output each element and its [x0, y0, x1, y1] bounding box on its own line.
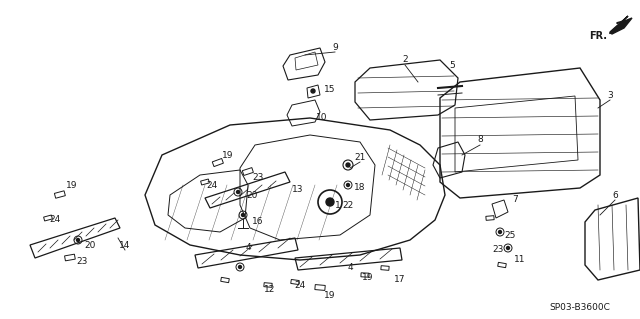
- Text: 21: 21: [355, 153, 365, 162]
- Text: 19: 19: [67, 181, 77, 189]
- Text: 20: 20: [246, 190, 258, 199]
- Text: 1: 1: [335, 201, 341, 210]
- Text: 19: 19: [362, 273, 374, 283]
- Text: 10: 10: [316, 114, 328, 122]
- Circle shape: [311, 89, 315, 93]
- Text: 16: 16: [252, 218, 264, 226]
- Text: 15: 15: [324, 85, 336, 94]
- Text: 3: 3: [607, 91, 613, 100]
- Circle shape: [346, 163, 350, 167]
- Text: 24: 24: [206, 181, 218, 189]
- Text: 17: 17: [394, 276, 406, 285]
- Text: 19: 19: [324, 291, 336, 300]
- Text: 14: 14: [119, 241, 131, 249]
- Text: 23: 23: [76, 257, 88, 266]
- Circle shape: [77, 239, 79, 241]
- Text: SP03-B3600C: SP03-B3600C: [550, 303, 611, 313]
- Circle shape: [237, 190, 239, 194]
- Text: 4: 4: [347, 263, 353, 272]
- Text: 18: 18: [355, 183, 365, 192]
- Text: 19: 19: [222, 151, 234, 160]
- Text: 25: 25: [504, 231, 516, 240]
- Circle shape: [241, 213, 244, 217]
- Text: 5: 5: [449, 61, 455, 70]
- Text: 22: 22: [342, 201, 354, 210]
- Text: 4: 4: [245, 243, 251, 253]
- Text: 9: 9: [332, 43, 338, 53]
- Circle shape: [346, 183, 349, 187]
- Text: 23: 23: [492, 246, 504, 255]
- Circle shape: [239, 265, 241, 269]
- Text: 20: 20: [84, 241, 96, 249]
- Text: 12: 12: [264, 286, 276, 294]
- Text: FR.: FR.: [589, 31, 607, 41]
- Text: 6: 6: [612, 190, 618, 199]
- Polygon shape: [610, 16, 632, 34]
- Text: 11: 11: [515, 256, 525, 264]
- Text: 24: 24: [294, 280, 306, 290]
- Text: 24: 24: [49, 216, 61, 225]
- Text: 8: 8: [477, 136, 483, 145]
- Text: 7: 7: [512, 196, 518, 204]
- Text: 2: 2: [402, 56, 408, 64]
- Circle shape: [506, 247, 509, 249]
- Text: 23: 23: [252, 174, 264, 182]
- Text: 13: 13: [292, 186, 304, 195]
- Circle shape: [499, 231, 502, 234]
- Circle shape: [326, 198, 334, 206]
